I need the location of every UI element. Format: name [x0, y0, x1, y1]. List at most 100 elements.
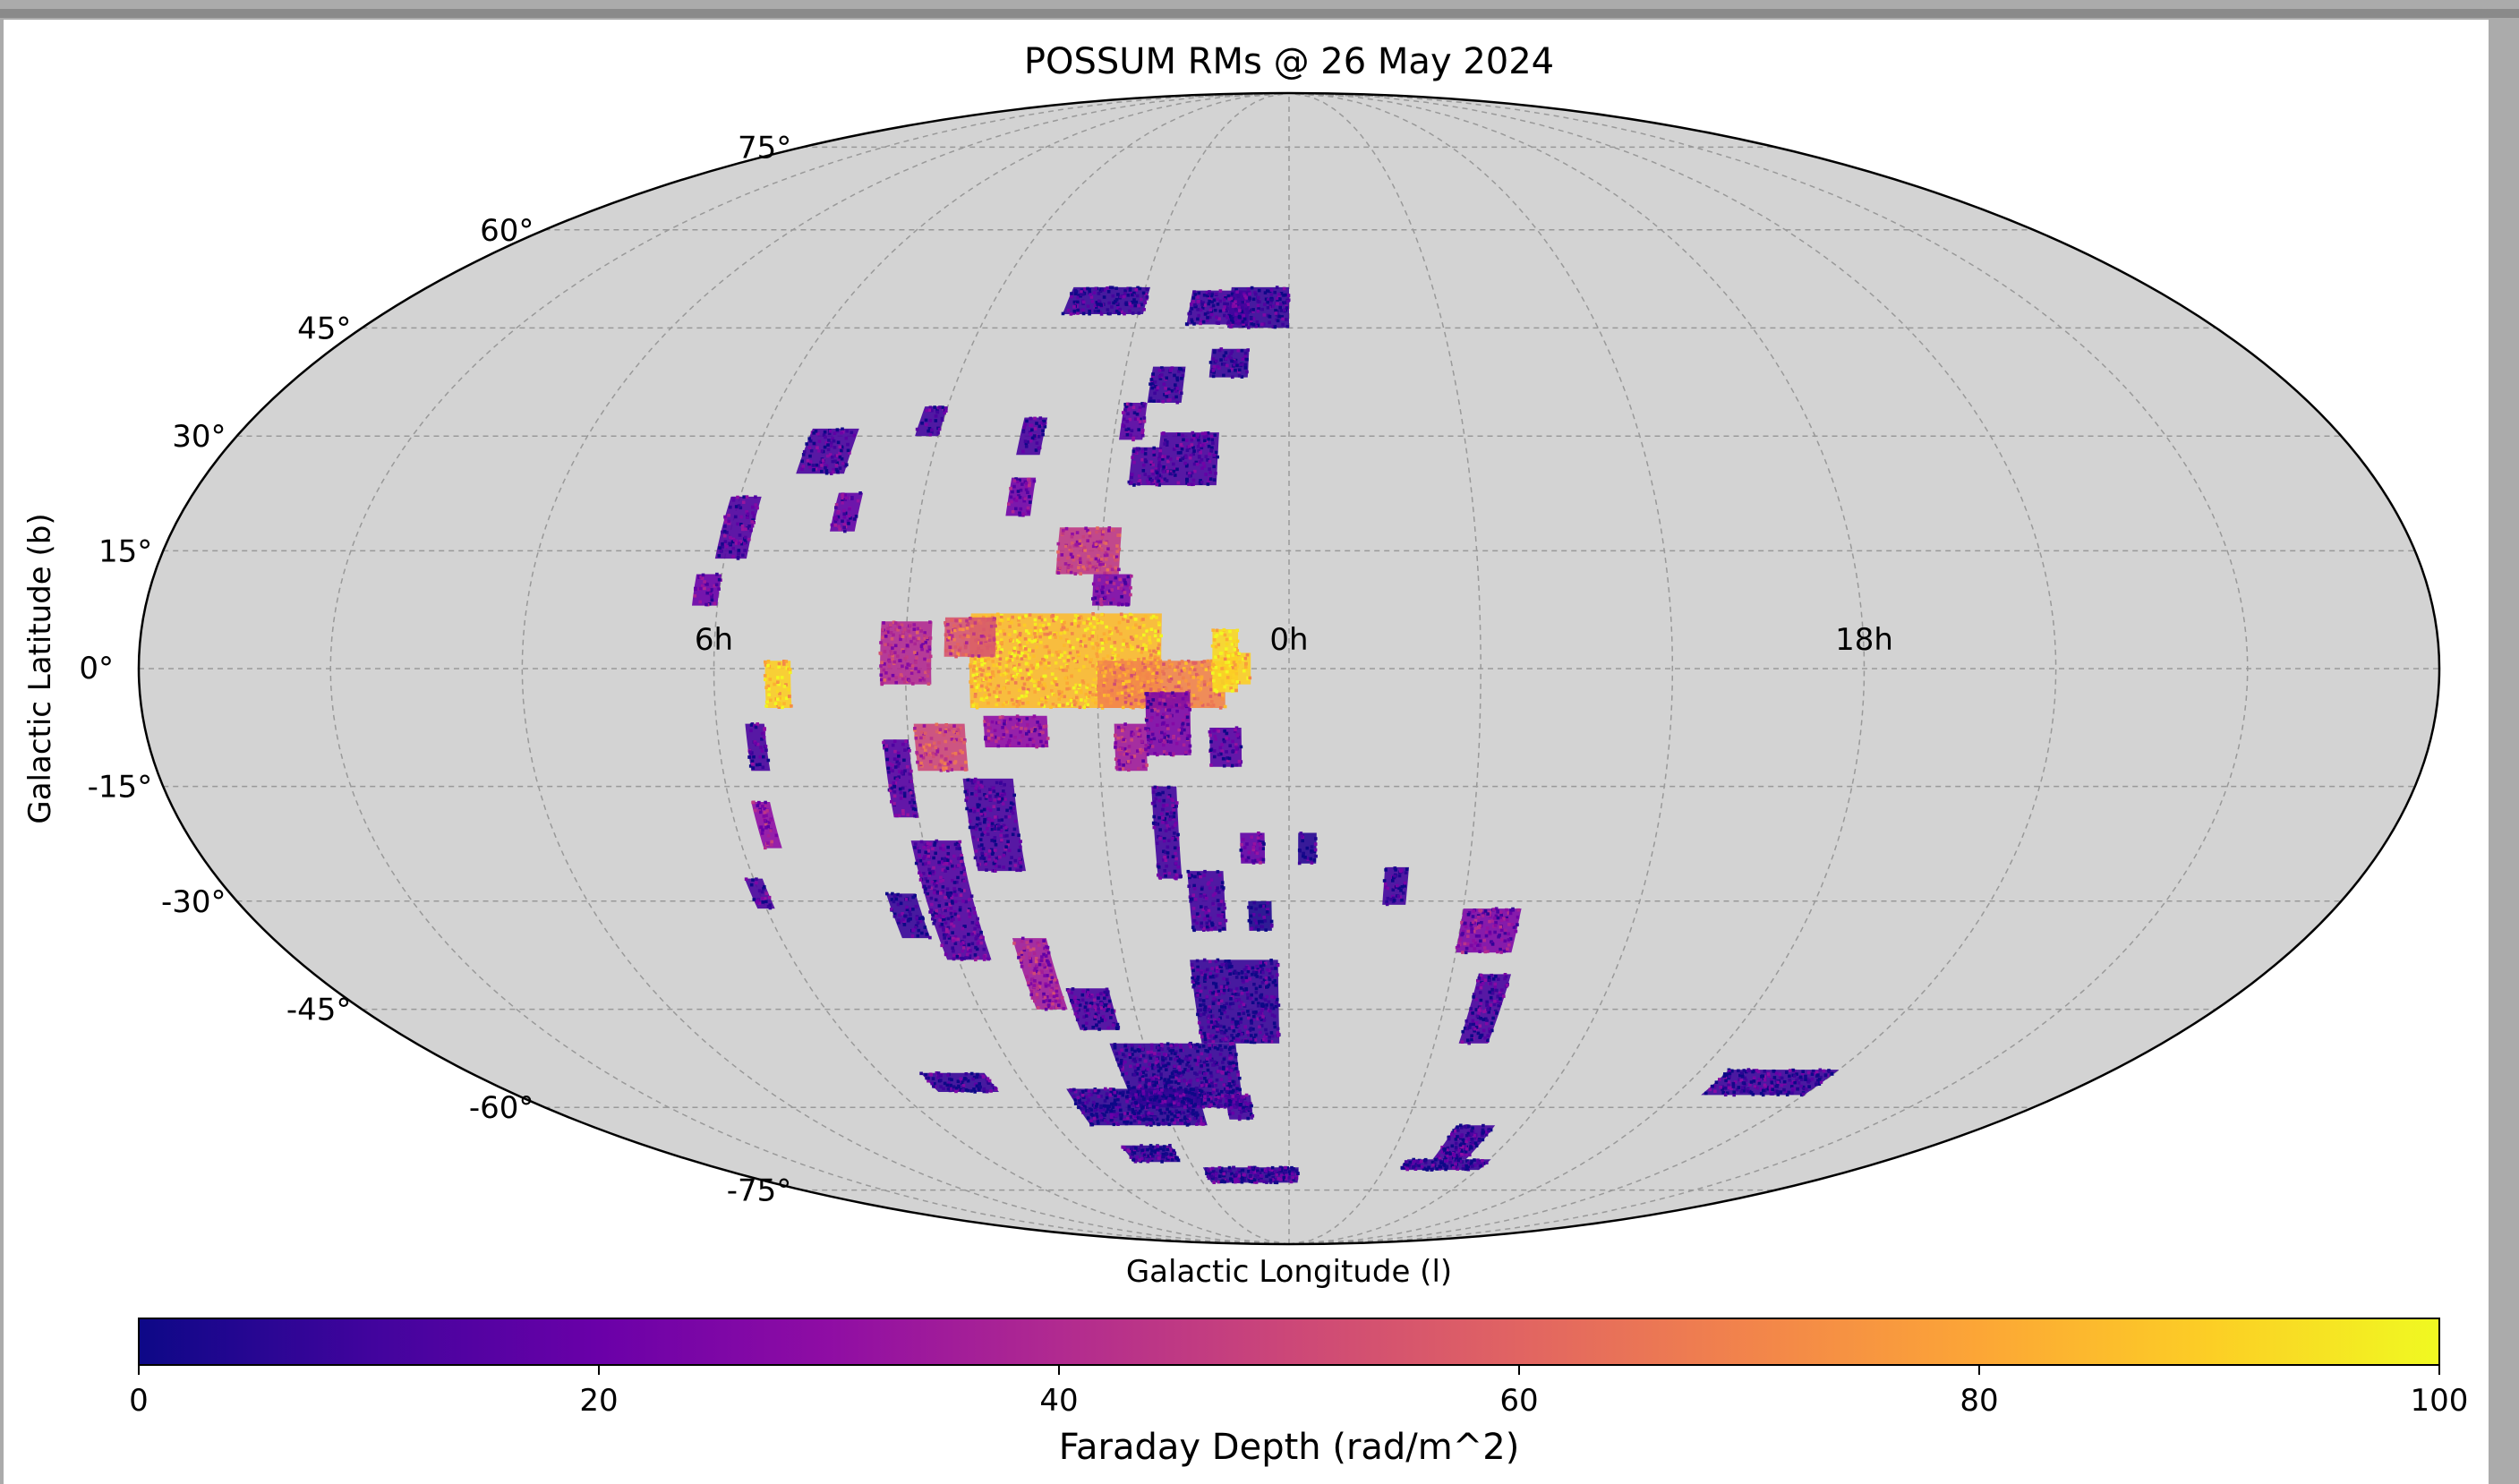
rm-point [1171, 836, 1174, 840]
rm-point [1246, 856, 1251, 860]
rm-point [1103, 996, 1106, 1001]
rm-point [1111, 1011, 1114, 1014]
rm-point [1043, 674, 1047, 678]
rm-point [1037, 733, 1042, 737]
rm-point [723, 515, 727, 519]
rm-point [920, 916, 925, 919]
rm-point [894, 627, 898, 631]
rm-point [929, 886, 934, 891]
rm-point [1009, 654, 1013, 659]
rm-point [1071, 987, 1075, 991]
rm-point [1172, 811, 1176, 815]
survey-tile [1208, 726, 1243, 768]
rm-point [831, 455, 834, 459]
rm-point [1209, 434, 1214, 439]
rm-point [1256, 1004, 1260, 1008]
rm-point [1047, 663, 1051, 667]
rm-point [925, 743, 928, 746]
rm-point [1073, 995, 1077, 999]
rm-point [1274, 983, 1277, 987]
rm-point [994, 864, 998, 868]
rm-point [1040, 703, 1044, 707]
rm-point [926, 852, 930, 857]
rm-point [916, 627, 920, 631]
rm-point [1223, 1011, 1227, 1014]
rm-point [1164, 387, 1167, 390]
rm-point [1231, 304, 1235, 309]
rm-point [918, 878, 923, 882]
rm-point [903, 657, 907, 661]
rm-point [1165, 752, 1168, 755]
rm-point [1032, 729, 1037, 733]
rm-point [1168, 714, 1173, 718]
rm-point [979, 809, 984, 814]
rm-point [1015, 656, 1020, 660]
rm-point [766, 834, 771, 838]
rm-point [1137, 482, 1140, 486]
rm-point [1201, 301, 1205, 304]
rm-point [1034, 959, 1038, 964]
rm-point [1223, 633, 1227, 637]
rm-point [1076, 295, 1080, 300]
rm-point [990, 720, 995, 724]
rm-point [1247, 905, 1251, 909]
rm-point [1130, 755, 1134, 759]
rm-point [1190, 675, 1193, 678]
rm-point [767, 895, 772, 900]
rm-point [1237, 305, 1241, 310]
rm-point [902, 758, 906, 763]
rm-point [1037, 435, 1041, 439]
rm-point [942, 915, 945, 918]
rm-point [1224, 757, 1227, 761]
rm-point [1055, 997, 1059, 1001]
rm-point [1218, 299, 1222, 303]
rm-point [1140, 303, 1144, 307]
rm-point [1275, 1001, 1278, 1004]
rm-point [964, 956, 968, 959]
rm-point [948, 645, 952, 649]
rm-point [1130, 733, 1133, 738]
rm-point [1047, 983, 1051, 987]
rm-point [1018, 633, 1022, 637]
rm-point [1152, 399, 1156, 403]
rm-point [1145, 718, 1148, 722]
rm-point [971, 825, 976, 830]
rm-point [1161, 738, 1166, 743]
rm-point [942, 933, 946, 937]
rm-point [1008, 651, 1012, 654]
rm-point [965, 641, 969, 644]
rm-point [1040, 697, 1044, 701]
rm-point [958, 906, 962, 909]
rm-point [1079, 560, 1082, 564]
rm-point [1117, 620, 1122, 625]
rm-point [1175, 801, 1179, 805]
rm-point [1132, 755, 1137, 758]
rm-point [1016, 716, 1020, 721]
rm-point [1196, 308, 1200, 311]
rm-point [1131, 626, 1136, 630]
rm-point [1219, 999, 1224, 1003]
rm-point [1043, 974, 1046, 977]
rm-point [1187, 685, 1191, 688]
rm-point [1118, 577, 1122, 582]
rm-point [1254, 907, 1258, 911]
rm-point [979, 641, 983, 645]
rm-point [1276, 302, 1279, 306]
rm-point [1104, 551, 1108, 555]
rm-point [1106, 990, 1110, 994]
rm-point [879, 673, 884, 677]
rm-point [1097, 1011, 1100, 1015]
rm-point [1262, 916, 1266, 919]
rm-point [1265, 985, 1268, 989]
rm-point [953, 752, 958, 755]
rm-point [1244, 295, 1248, 300]
rm-point [1200, 678, 1203, 681]
rm-point [1248, 977, 1251, 981]
rm-point [1254, 921, 1259, 925]
rm-point [1254, 997, 1259, 1002]
rm-point [1302, 851, 1305, 856]
rm-point [718, 546, 722, 550]
rm-point [731, 555, 735, 559]
rm-point [1047, 622, 1051, 627]
rm-point [806, 458, 810, 463]
